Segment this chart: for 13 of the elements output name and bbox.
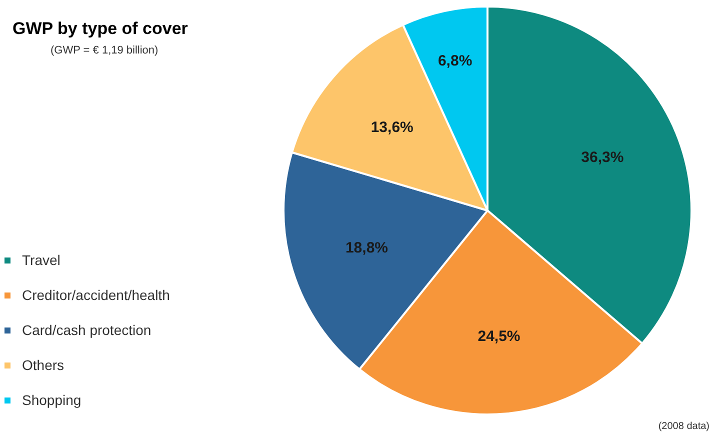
data-label: 24,5% bbox=[478, 328, 520, 345]
data-label: 6,8% bbox=[438, 52, 472, 70]
data-label: 18,8% bbox=[345, 240, 388, 257]
data-label: 13,6% bbox=[370, 118, 414, 136]
legend-label: Shopping bbox=[22, 392, 82, 408]
legend-label: Card/cash protection bbox=[22, 322, 152, 338]
data-label: 36,3% bbox=[581, 149, 624, 166]
text: GWP by type of cover bbox=[12, 19, 188, 38]
text: (2008 data) bbox=[658, 421, 710, 432]
text: (GWP = € 1,19 billion) bbox=[50, 44, 158, 56]
legend-label: Creditor/accident/health bbox=[22, 287, 170, 303]
legend-label: Travel bbox=[22, 252, 60, 268]
legend-label: Others bbox=[22, 357, 64, 373]
